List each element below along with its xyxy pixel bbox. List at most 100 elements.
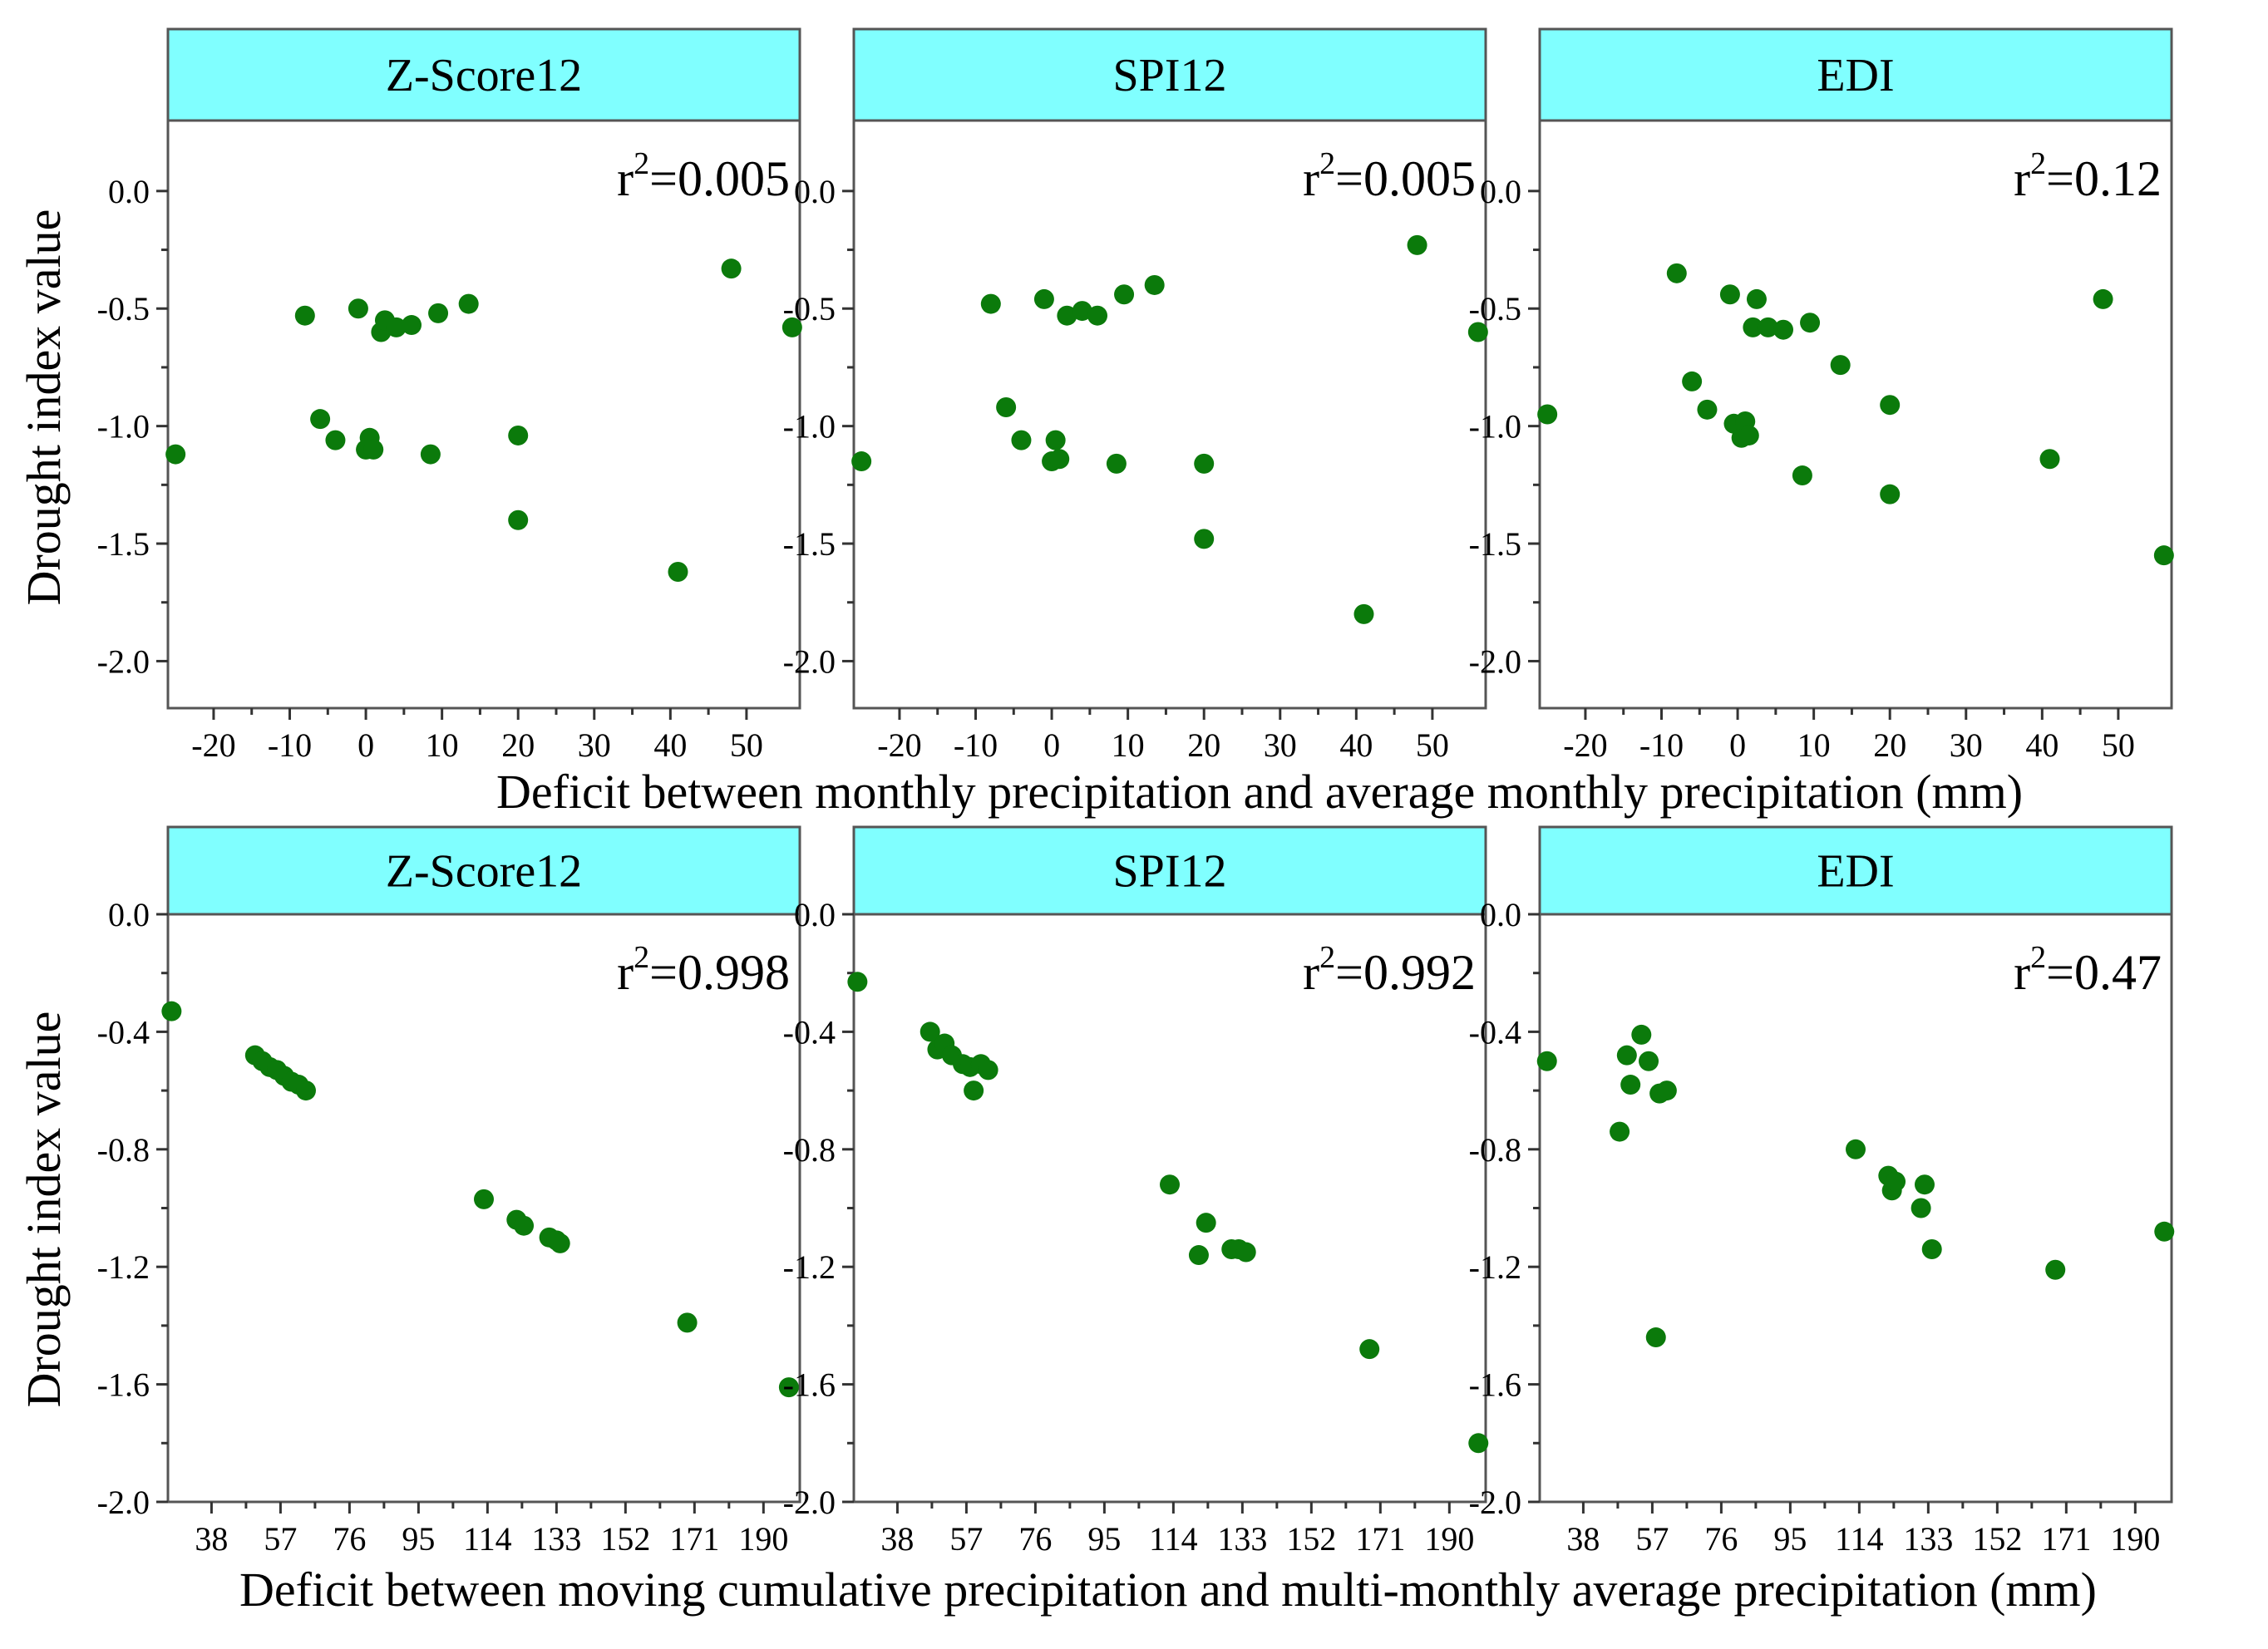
panel-r1c3-point: [1537, 405, 1557, 425]
panel-r1c3-point: [2093, 289, 2113, 309]
panel-r1c1-xtick-label: 30: [578, 726, 611, 764]
panel-r2c2-point: [1196, 1213, 1216, 1233]
panel-r2c2: SPI12 0.0 -0.4 -0.8 -1.2 -1.6 -2.0 38 57 76 95 114 1…: [783, 827, 1489, 1558]
panel-r1c2-point: [1194, 529, 1214, 549]
panel-r1c1: Z-Score120.0-0.5-1.0-1.5-2.0-20 -10 0 10 20 3…: [97, 29, 802, 764]
panel-r2c2-xtick-label: 95: [1087, 1520, 1121, 1558]
panel-r2c3-xtick-label: 95: [1773, 1520, 1807, 1558]
panel-r1c3-xtick-label: -10: [1639, 726, 1684, 764]
panel-r1c2-xtick-label: 40: [1339, 726, 1373, 764]
panel-r1c3-ytick-label: -2.0: [1469, 642, 1521, 680]
panel-r2c2-xtick-label: 190: [1424, 1520, 1474, 1558]
panel-r2c3-ytick-label: -0.8: [1469, 1131, 1521, 1169]
panel-r1c2-xtick-label: 30: [1264, 726, 1297, 764]
row2-x-axis-title: Deficit between moving cumulative precip…: [239, 1563, 2097, 1617]
panel-r1c3-point: [1880, 395, 1900, 415]
panel-r2c3-point: [1610, 1122, 1630, 1142]
panel-r2c3-point: [1639, 1051, 1659, 1071]
panel-r1c3-point: [1880, 485, 1900, 505]
panel-r2c3-point: [1537, 1051, 1557, 1071]
panel-r1c2-r2-label: r2=0.005: [1303, 146, 1476, 206]
panel-r1c2-xtick-label: 50: [1416, 726, 1449, 764]
panel-r2c1-xtick-label: 133: [531, 1520, 581, 1558]
panel-r1c1-ytick-label: -1.5: [97, 525, 150, 563]
panel-r2c3-point: [1631, 1025, 1651, 1045]
panel-r1c2-point: [1046, 431, 1066, 450]
panel-r2c2-ytick-label: -0.4: [783, 1013, 836, 1051]
panel-r2c2-ytick-label: -1.6: [783, 1366, 836, 1404]
panel-r1c3-point: [1792, 465, 1812, 485]
panel-r1c1-point: [722, 258, 742, 278]
panel-r2c1-r2-label: r2=0.998: [617, 940, 790, 1000]
panel-r1c1-xtick-label: -10: [268, 726, 312, 764]
panel-r1c2-point: [1353, 604, 1373, 624]
panel-r1c1-point: [325, 431, 345, 450]
panel-r1c3-ytick-label: 0.0: [1480, 173, 1521, 210]
panel-r2c3-strip-label: EDI: [1817, 846, 1894, 898]
panel-r1c1-xtick-label: 40: [653, 726, 687, 764]
panel-r1c2-point: [1408, 235, 1427, 255]
panel-r2c1-ytick-label: -2.0: [97, 1484, 150, 1521]
panel-r1c3-point: [1697, 400, 1717, 420]
panel-r1c3-point: [1720, 284, 1740, 304]
panel-r2c2-point: [964, 1080, 984, 1100]
panel-r2c3-ytick-label: -2.0: [1469, 1484, 1521, 1521]
panel-r2c3-point: [1646, 1327, 1666, 1347]
panel-r1c2-point: [1145, 275, 1165, 295]
panel-r1c3-point: [1747, 289, 1767, 309]
panel-r1c2-point: [1107, 454, 1127, 474]
panel-r2c3-xtick-label: 133: [1903, 1520, 1953, 1558]
panel-r2c3-point: [1620, 1075, 1640, 1095]
panel-r2c1-point: [296, 1080, 316, 1100]
panel-r1c1-xtick-label: 0: [357, 726, 374, 764]
panel-r1c2: SPI120.0-0.5-1.0-1.5-2.0-20 -10 0 10 20 30 40 5…: [783, 29, 1488, 764]
panel-r1c1-point: [421, 445, 441, 465]
panel-r1c2-ytick-label: 0.0: [794, 173, 836, 210]
panel-r1c1-xtick-label: 10: [426, 726, 459, 764]
panel-r2c1-xtick-label: 76: [333, 1520, 366, 1558]
panel-r1c1-point: [402, 315, 422, 335]
panel-r1c2-xtick-label: 0: [1043, 726, 1060, 764]
panel-r1c2-point: [996, 397, 1016, 417]
panel-r1c1-xtick-label: 50: [730, 726, 763, 764]
panel-r1c3-xtick-label: 30: [1950, 726, 1983, 764]
panel-r2c3-r2-label: r2=0.47: [2014, 940, 2162, 1000]
panel-r2c2-xtick-label: 57: [949, 1520, 983, 1558]
panel-r1c3-r2-label: r2=0.12: [2014, 146, 2162, 206]
panel-r2c3-point: [1911, 1199, 1931, 1218]
panel-r2c3-point: [1922, 1239, 1942, 1259]
panel-r2c2-point: [1236, 1243, 1256, 1263]
panel-r1c3-ytick-label: -0.5: [1469, 290, 1521, 327]
panel-r2c3-xtick-label: 190: [2110, 1520, 2160, 1558]
panel-r2c3-ytick-label: 0.0: [1480, 896, 1521, 933]
panel-r1c1-r2-label: r2=0.005: [617, 146, 790, 206]
row1-y-axis-title: Drought index value: [17, 209, 71, 606]
panel-r2c2-xtick-label: 114: [1149, 1520, 1198, 1558]
panel-r2c2-point: [1468, 1433, 1488, 1453]
panel-r2c3-xtick-label: 57: [1635, 1520, 1669, 1558]
panel-r2c1-strip-label: Z-Score12: [386, 846, 582, 898]
panel-r1c3-xtick-label: 50: [2102, 726, 2135, 764]
panel-r2c2-ytick-label: 0.0: [794, 896, 836, 933]
panel-r2c3-xtick-label: 152: [1972, 1520, 2022, 1558]
panel-r2c3-point: [1846, 1140, 1866, 1159]
panel-r2c3-point: [2154, 1222, 2174, 1242]
panel-r2c1-ytick-label: 0.0: [108, 896, 150, 933]
panel-r1c3-xtick-label: 20: [1873, 726, 1906, 764]
panel-r2c1-ytick-label: -1.6: [97, 1366, 150, 1404]
panel-r2c3-ytick-label: -1.2: [1469, 1248, 1521, 1286]
panel-r2c3: EDI0.0-0.4-0.8-1.2-1.6-2.038 57 76 95 114 133…: [1469, 827, 2175, 1558]
panel-r1c1-point: [428, 303, 448, 323]
panel-r2c3-xtick-label: 171: [2041, 1520, 2091, 1558]
panel-r1c1-point: [348, 298, 368, 318]
panel-r1c2-xtick-label: -20: [877, 726, 921, 764]
panel-r1c3-point: [2154, 545, 2174, 565]
panel-r2c1-xtick-label: 38: [195, 1520, 228, 1558]
panel-r1c3-frame: [1540, 121, 2172, 708]
panel-r2c2-xtick-label: 133: [1217, 1520, 1267, 1558]
panel-r1c3-point: [1682, 372, 1702, 391]
panel-r1c1-ytick-label: -0.5: [97, 290, 150, 327]
panel-r2c2-ytick-label: -2.0: [783, 1484, 836, 1521]
panel-r2c2-xtick-label: 171: [1355, 1520, 1405, 1558]
panel-r2c3-frame: [1540, 914, 2172, 1502]
